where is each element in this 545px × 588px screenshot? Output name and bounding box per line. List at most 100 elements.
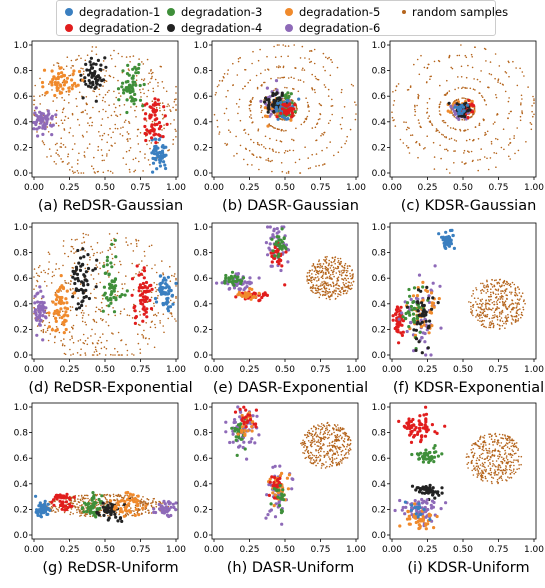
random-sample-point	[77, 159, 79, 161]
data-point	[144, 504, 147, 507]
random-sample-point	[485, 60, 487, 62]
random-sample-point	[60, 137, 62, 139]
random-sample-point	[310, 167, 312, 169]
data-point	[154, 103, 157, 106]
random-sample-point	[70, 127, 72, 129]
random-sample-point	[494, 314, 496, 316]
random-sample-point	[86, 102, 88, 104]
random-sample-point	[479, 317, 481, 319]
random-sample-point	[300, 57, 302, 59]
data-point	[143, 266, 146, 269]
data-point	[82, 291, 85, 294]
random-sample-point	[493, 293, 495, 295]
random-sample-point	[519, 68, 521, 70]
random-sample-point	[494, 280, 496, 282]
random-sample-point	[70, 288, 72, 290]
random-sample-point	[117, 233, 119, 235]
data-point	[163, 154, 166, 157]
data-point	[444, 231, 447, 234]
data-point	[51, 328, 54, 331]
random-sample-point	[106, 340, 108, 342]
random-sample-point	[52, 276, 54, 278]
random-sample-point	[418, 119, 420, 121]
random-sample-point	[491, 74, 493, 76]
random-sample-point	[318, 289, 320, 291]
random-sample-point	[485, 299, 487, 301]
random-sample-point	[82, 317, 84, 319]
random-sample-point	[48, 252, 50, 254]
random-sample-point	[63, 338, 65, 340]
data-point	[129, 493, 132, 496]
random-sample-point	[495, 53, 497, 55]
data-point	[166, 123, 169, 126]
data-point	[41, 133, 44, 136]
data-point	[62, 323, 65, 326]
x-tick-label: 0.50	[453, 183, 473, 193]
random-sample-point	[268, 69, 270, 71]
random-sample-point	[339, 264, 341, 266]
data-point	[34, 311, 37, 314]
random-sample-point	[322, 284, 324, 286]
random-sample-point	[138, 161, 140, 163]
random-sample-point	[470, 306, 472, 308]
random-sample-point	[325, 260, 327, 262]
random-sample-point	[282, 44, 284, 46]
random-sample-point	[71, 508, 73, 510]
random-sample-point	[493, 304, 495, 306]
data-point	[133, 81, 136, 84]
random-sample-point	[521, 98, 523, 100]
random-sample-point	[112, 333, 114, 335]
random-sample-point	[414, 106, 416, 108]
random-sample-point	[102, 333, 104, 335]
random-sample-point	[517, 299, 519, 301]
random-sample-point	[145, 338, 147, 340]
random-sample-point	[487, 285, 489, 287]
data-point	[60, 75, 63, 78]
data-point	[110, 243, 113, 246]
data-point	[72, 72, 75, 75]
series-degradation-6	[32, 106, 57, 137]
random-sample-point	[326, 283, 328, 285]
random-sample-point	[175, 285, 177, 287]
data-point	[278, 244, 281, 247]
random-sample-point	[253, 154, 255, 156]
data-point	[133, 66, 136, 69]
random-sample-point	[322, 270, 324, 272]
random-sample-point	[461, 119, 463, 121]
random-sample-point	[284, 87, 286, 89]
random-sample-point	[157, 82, 159, 84]
random-sample-point	[117, 128, 119, 130]
data-point	[38, 320, 41, 323]
random-sample-point	[113, 499, 115, 501]
random-sample-point	[278, 65, 280, 67]
random-sample-point	[58, 507, 60, 509]
data-point	[38, 315, 41, 318]
random-sample-point	[347, 270, 349, 272]
data-point	[129, 86, 132, 89]
random-sample-point	[72, 149, 74, 151]
random-sample-point	[485, 307, 487, 309]
random-sample-point	[500, 298, 502, 300]
random-sample-point	[169, 266, 171, 268]
random-sample-point	[337, 288, 339, 290]
random-sample-point	[487, 284, 489, 286]
data-point	[68, 496, 71, 499]
data-point	[151, 171, 154, 174]
data-point	[406, 306, 409, 309]
random-sample-point	[286, 172, 288, 174]
random-sample-point	[155, 287, 157, 289]
random-sample-point	[127, 244, 129, 246]
random-sample-point	[511, 292, 513, 294]
y-tick-label: 0.4	[14, 118, 29, 128]
random-sample-point	[316, 153, 318, 155]
random-sample-point	[508, 283, 510, 285]
data-point	[416, 294, 419, 297]
legend-label: degradation-4	[181, 21, 262, 35]
random-sample-point	[315, 76, 317, 78]
random-sample-point	[48, 261, 50, 263]
data-point	[99, 64, 102, 67]
random-sample-point	[112, 307, 114, 309]
random-sample-point	[58, 65, 60, 67]
random-sample-point	[80, 172, 82, 174]
